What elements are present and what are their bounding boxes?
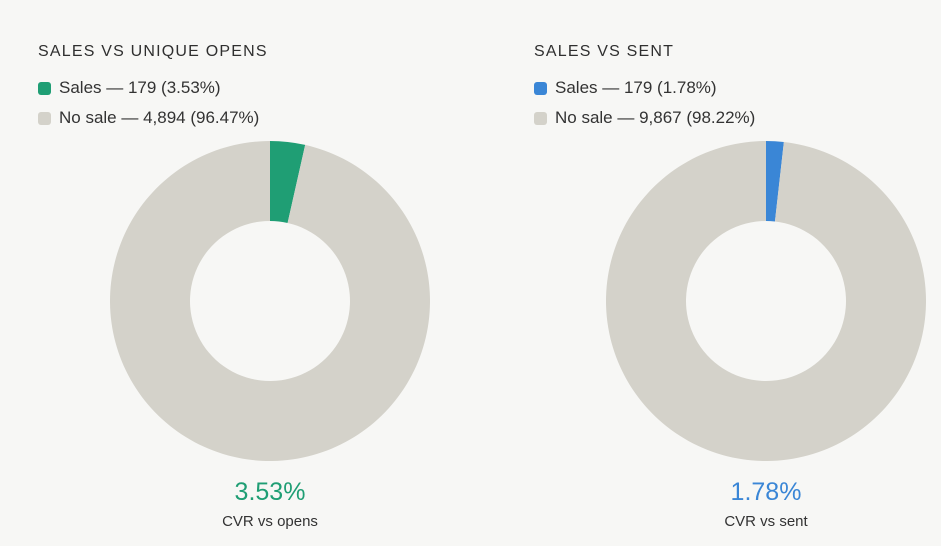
donut-chart-opens bbox=[110, 141, 430, 461]
donut-slice-sales bbox=[270, 141, 306, 223]
chart-title: SALES VS SENT bbox=[534, 43, 675, 60]
legend-label-no-sale: No sale — 4,894 (96.47%) bbox=[59, 108, 260, 127]
legend: Sales — 179 (3.53%) No sale — 4,894 (96.… bbox=[38, 73, 259, 133]
donut-slice-no-sale bbox=[110, 141, 430, 461]
cvr-caption: CVR vs sent bbox=[724, 513, 808, 530]
legend-swatch-no-sale bbox=[534, 111, 547, 125]
legend-label-sales: Sales — 179 (1.78%) bbox=[555, 78, 717, 97]
chart-title: SALES VS UNIQUE OPENS bbox=[38, 43, 268, 60]
legend-swatch-no-sale bbox=[38, 111, 51, 125]
legend-item-no-sale: No sale — 9,867 (98.22%) bbox=[534, 103, 755, 133]
cvr-value: 1.78% bbox=[730, 478, 802, 506]
chart-panel-opens: SALES VS UNIQUE OPENS Sales — 179 (3.53%… bbox=[0, 0, 470, 546]
legend-item-sales: Sales — 179 (3.53%) bbox=[38, 73, 259, 103]
legend-label-no-sale: No sale — 9,867 (98.22%) bbox=[555, 108, 756, 127]
legend-item-no-sale: No sale — 4,894 (96.47%) bbox=[38, 103, 259, 133]
legend: Sales — 179 (1.78%) No sale — 9,867 (98.… bbox=[534, 73, 755, 133]
donut-slice-sales bbox=[766, 141, 784, 222]
legend-swatch-sales bbox=[38, 81, 51, 95]
legend-label-sales: Sales — 179 (3.53%) bbox=[59, 78, 221, 97]
cvr-value: 3.53% bbox=[234, 478, 306, 506]
donut-chart-sent bbox=[606, 141, 926, 461]
donut-slice-no-sale bbox=[606, 141, 926, 461]
chart-panel-sent: SALES VS SENT Sales — 179 (1.78%) No sal… bbox=[496, 0, 941, 546]
legend-swatch-sales bbox=[534, 81, 547, 95]
cvr-caption: CVR vs opens bbox=[222, 513, 318, 530]
legend-item-sales: Sales — 179 (1.78%) bbox=[534, 73, 755, 103]
